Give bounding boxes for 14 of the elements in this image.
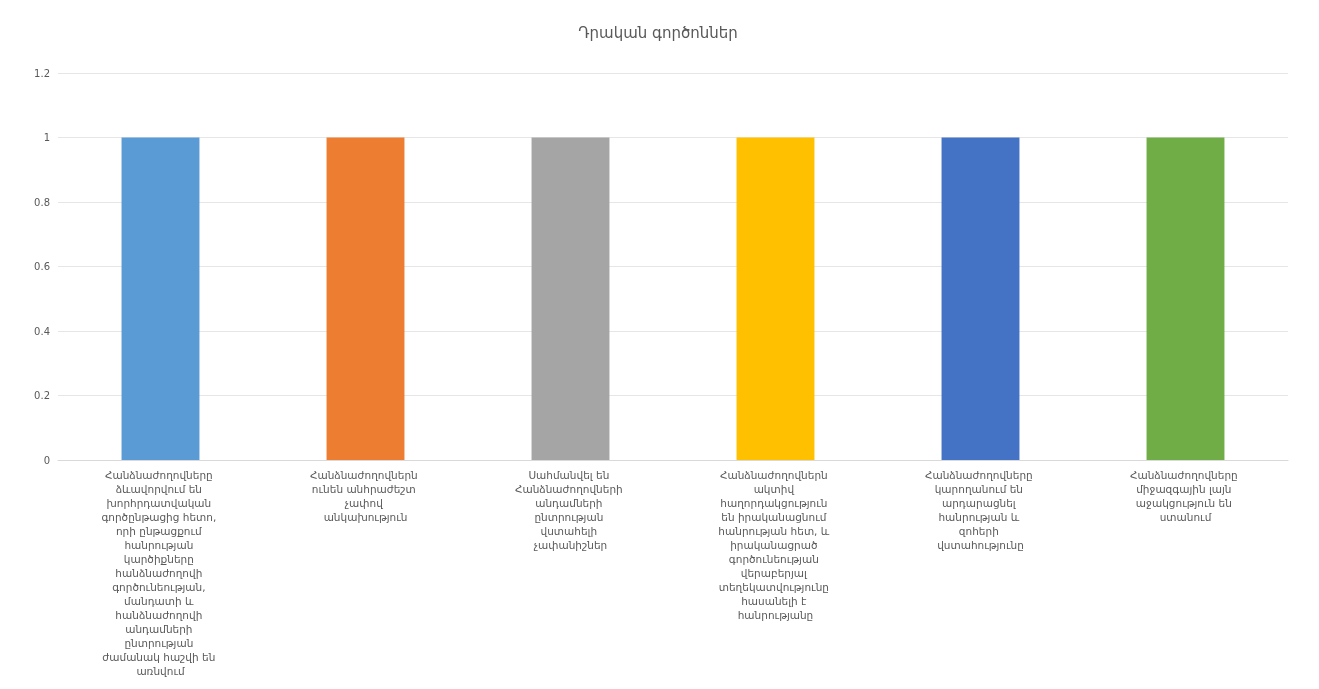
y-tick-label: 1 bbox=[43, 132, 50, 143]
x-tick-label: Հանձնաժողովները կարողանում են արդարացնել հանրության և զոհերի վստահությունը bbox=[924, 469, 1037, 551]
y-tick-label: 0.8 bbox=[34, 196, 50, 208]
category-label: Հանձնաժողովները ձևավորվում են խորհրդատվական գործընթացից հետո, որի ընթացքում հանրության կարծիքները հանձնաժողովի գործունեության, մանդատի և հանձնաժողովի անդամների ընտրության ժամանակ հաշվի են առնվում bbox=[101, 469, 217, 677]
y-tick-label: 0.4 bbox=[34, 325, 50, 337]
chart-title: Դրական գործոններ bbox=[578, 23, 738, 42]
x-tick-label: Հանձնաժողովները միջազգային լայն աջակցություն են ստանում bbox=[1129, 469, 1242, 523]
y-tick-label: 0.6 bbox=[34, 261, 50, 272]
y-tick-label: 1.2 bbox=[34, 67, 50, 79]
y-tick-label: 0 bbox=[43, 454, 50, 466]
category-label: Հանձնաժողովներն ակտիվ հաղորդակցություն են իրականացնում հանրության հետ, և իրականացրած գործունեության վերաբերյալ տեղեկատվությունը հասանելի է հանրությանը bbox=[718, 469, 830, 621]
y-tick-label: 0.2 bbox=[34, 390, 50, 401]
x-tick-label: Հանձնաժողովներն ունեն անհրաժեշտ չափով անկախություն bbox=[309, 469, 422, 523]
x-tick-label: Սահմանվել են Հանձնաժողովների անդամների ընտրության վստահելի չափանիշներ bbox=[514, 469, 627, 551]
